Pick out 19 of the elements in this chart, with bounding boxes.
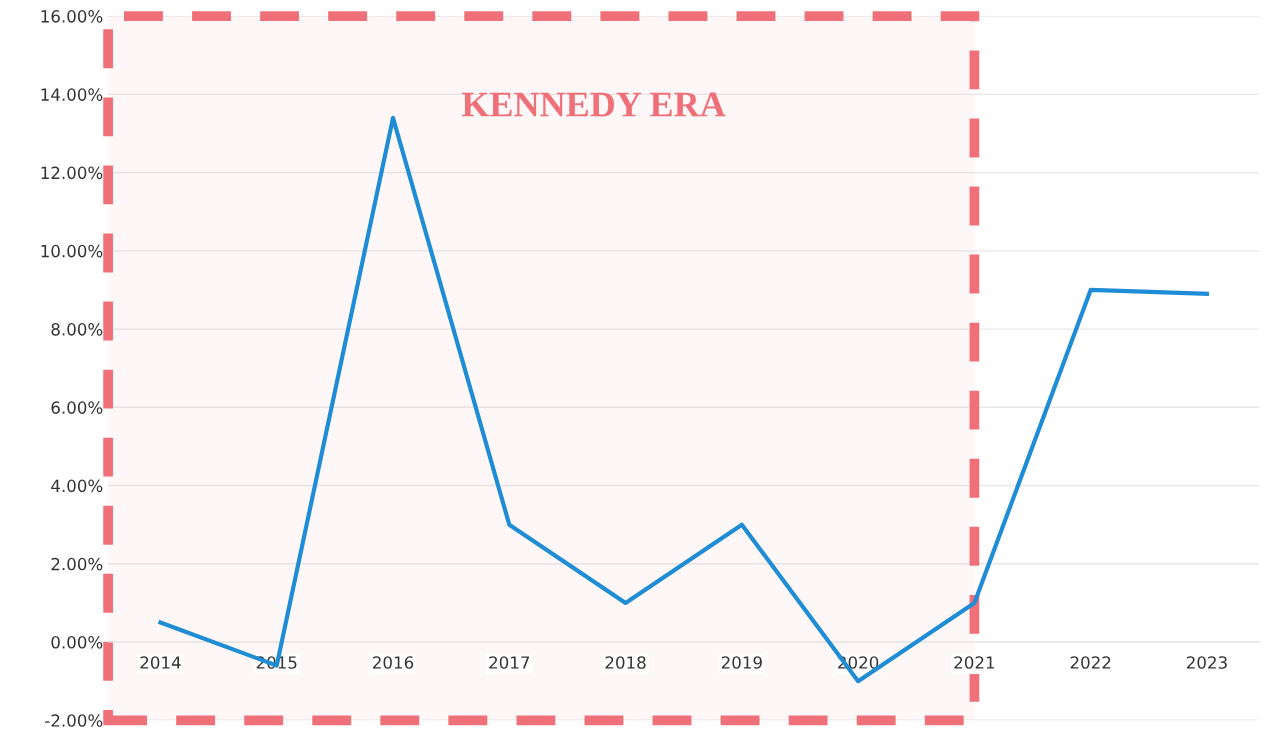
y-tick-label: 12.00%: [41, 166, 103, 180]
y-tick-label: 4.00%: [51, 479, 103, 493]
x-tick-label: 2019: [721, 656, 762, 669]
x-tick-label: 2017: [489, 656, 530, 669]
x-tick-label: 2023: [1186, 656, 1227, 669]
y-tick-label: 10.00%: [41, 244, 103, 258]
x-tick-label: 2014: [140, 656, 181, 669]
x-tick-label: 2018: [605, 656, 646, 669]
x-tick-label: 2016: [373, 656, 414, 669]
y-tick-label: -2.00%: [45, 714, 103, 727]
x-tick-label: 2021: [954, 656, 995, 669]
y-tick-label: 14.00%: [41, 88, 103, 101]
y-tick-label: 8.00%: [51, 323, 103, 336]
band-label: KENNEDY ERA: [461, 92, 726, 117]
y-tick-label: 6.00%: [51, 401, 103, 414]
x-tick-label: 2022: [1070, 656, 1111, 669]
y-tick-label: 0.00%: [51, 636, 103, 649]
y-tick-label: 2.00%: [51, 557, 103, 571]
y-tick-label: 16.00%: [41, 10, 103, 23]
